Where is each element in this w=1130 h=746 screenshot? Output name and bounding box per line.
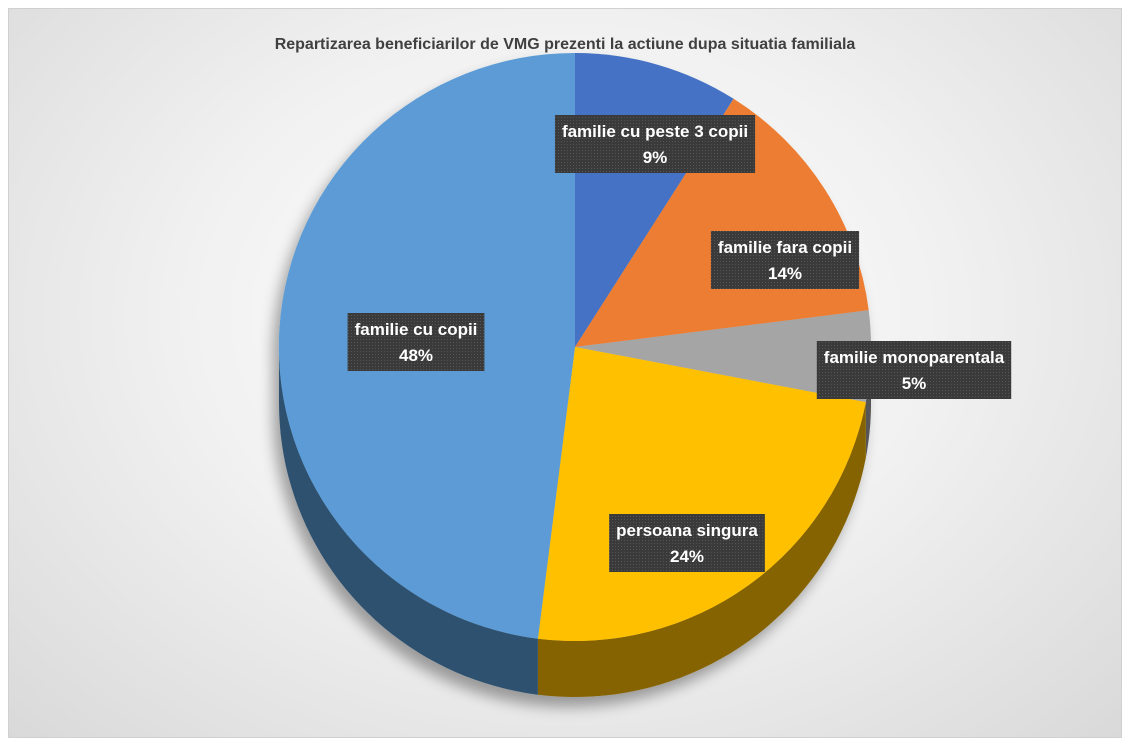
data-label-2: familie monoparentala 5% <box>816 341 1012 399</box>
data-label-name: familie cu peste 3 copii <box>562 122 748 141</box>
pie-side-3 <box>537 402 866 697</box>
data-label-1: familie fara copii 14% <box>710 231 860 289</box>
data-label-box <box>816 341 1012 399</box>
chart-area: Repartizarea beneficiarilor de VMG preze… <box>8 8 1122 738</box>
pie-slice-2 <box>575 310 872 403</box>
data-label-percent: 9% <box>643 148 668 167</box>
data-label-name: familie fara copii <box>718 238 852 257</box>
data-label-name: familie cu copii <box>355 320 478 339</box>
data-label-4: familie cu copii 48% <box>347 313 485 371</box>
data-label-box <box>554 115 756 173</box>
data-label-percent: 24% <box>670 547 704 566</box>
data-label-name: familie monoparentala <box>824 348 1005 367</box>
pie-side-4 <box>279 347 538 695</box>
data-label-percent: 5% <box>902 374 927 393</box>
data-label-percent: 48% <box>399 346 433 365</box>
data-label-0: familie cu peste 3 copii 9% <box>554 115 756 173</box>
data-label-3: persoana singura 24% <box>609 514 765 572</box>
data-label-box <box>347 313 485 371</box>
data-label-percent: 14% <box>768 264 802 283</box>
pie-chart: familie cu peste 3 copii 9% familie fara c… <box>278 53 1012 697</box>
data-label-box <box>710 231 860 289</box>
chart-title: Repartizarea beneficiarilor de VMG preze… <box>274 36 856 53</box>
data-label-box <box>609 514 765 572</box>
data-label-name: persoana singura <box>616 521 758 540</box>
